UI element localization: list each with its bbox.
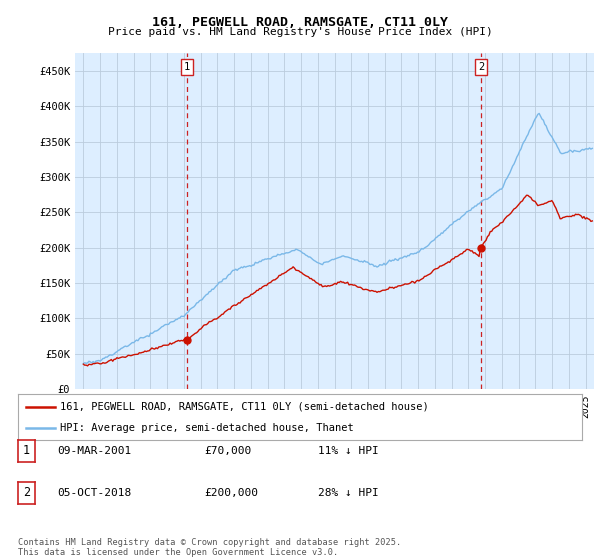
- Text: 2: 2: [23, 486, 30, 500]
- Text: 2: 2: [478, 62, 484, 72]
- Text: Price paid vs. HM Land Registry's House Price Index (HPI): Price paid vs. HM Land Registry's House …: [107, 27, 493, 37]
- Text: 1: 1: [23, 444, 30, 458]
- Text: 161, PEGWELL ROAD, RAMSGATE, CT11 0LY: 161, PEGWELL ROAD, RAMSGATE, CT11 0LY: [152, 16, 448, 29]
- Text: 05-OCT-2018: 05-OCT-2018: [57, 488, 131, 498]
- Text: 09-MAR-2001: 09-MAR-2001: [57, 446, 131, 456]
- Text: £70,000: £70,000: [204, 446, 251, 456]
- Text: Contains HM Land Registry data © Crown copyright and database right 2025.
This d: Contains HM Land Registry data © Crown c…: [18, 538, 401, 557]
- Text: HPI: Average price, semi-detached house, Thanet: HPI: Average price, semi-detached house,…: [60, 423, 354, 433]
- Text: 161, PEGWELL ROAD, RAMSGATE, CT11 0LY (semi-detached house): 161, PEGWELL ROAD, RAMSGATE, CT11 0LY (s…: [60, 402, 429, 412]
- Text: £200,000: £200,000: [204, 488, 258, 498]
- Text: 1: 1: [184, 62, 190, 72]
- Text: 28% ↓ HPI: 28% ↓ HPI: [318, 488, 379, 498]
- Text: 11% ↓ HPI: 11% ↓ HPI: [318, 446, 379, 456]
